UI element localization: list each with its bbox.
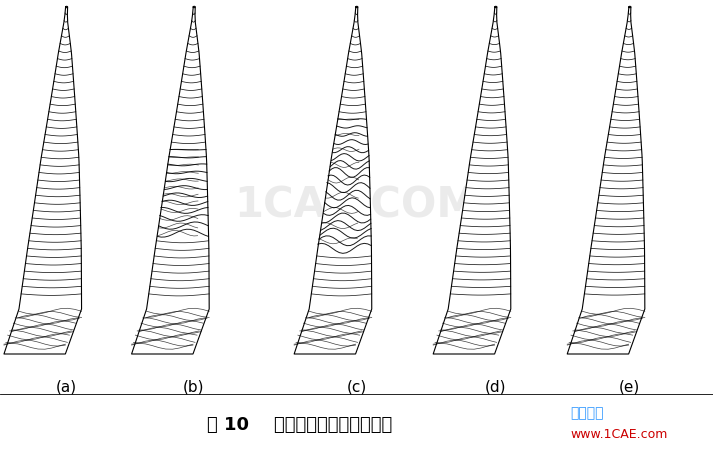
Polygon shape [132, 8, 209, 354]
Text: 图 10    优化后叶片表面流场分布: 图 10 优化后叶片表面流场分布 [207, 415, 392, 433]
Text: (a): (a) [56, 379, 77, 394]
Ellipse shape [356, 7, 358, 9]
Text: 俳真在线: 俳真在线 [570, 405, 604, 419]
Text: (b): (b) [183, 379, 205, 394]
Polygon shape [294, 8, 371, 354]
Polygon shape [434, 8, 511, 354]
Text: (e): (e) [619, 379, 640, 394]
Polygon shape [4, 8, 81, 354]
Ellipse shape [66, 7, 68, 9]
Text: (d): (d) [485, 379, 506, 394]
Polygon shape [568, 8, 645, 354]
Ellipse shape [629, 7, 631, 9]
Text: 1CAE.COM: 1CAE.COM [235, 184, 478, 226]
Text: (c): (c) [347, 379, 366, 394]
Ellipse shape [495, 7, 497, 9]
Ellipse shape [193, 7, 195, 9]
Text: www.1CAE.com: www.1CAE.com [570, 428, 668, 440]
